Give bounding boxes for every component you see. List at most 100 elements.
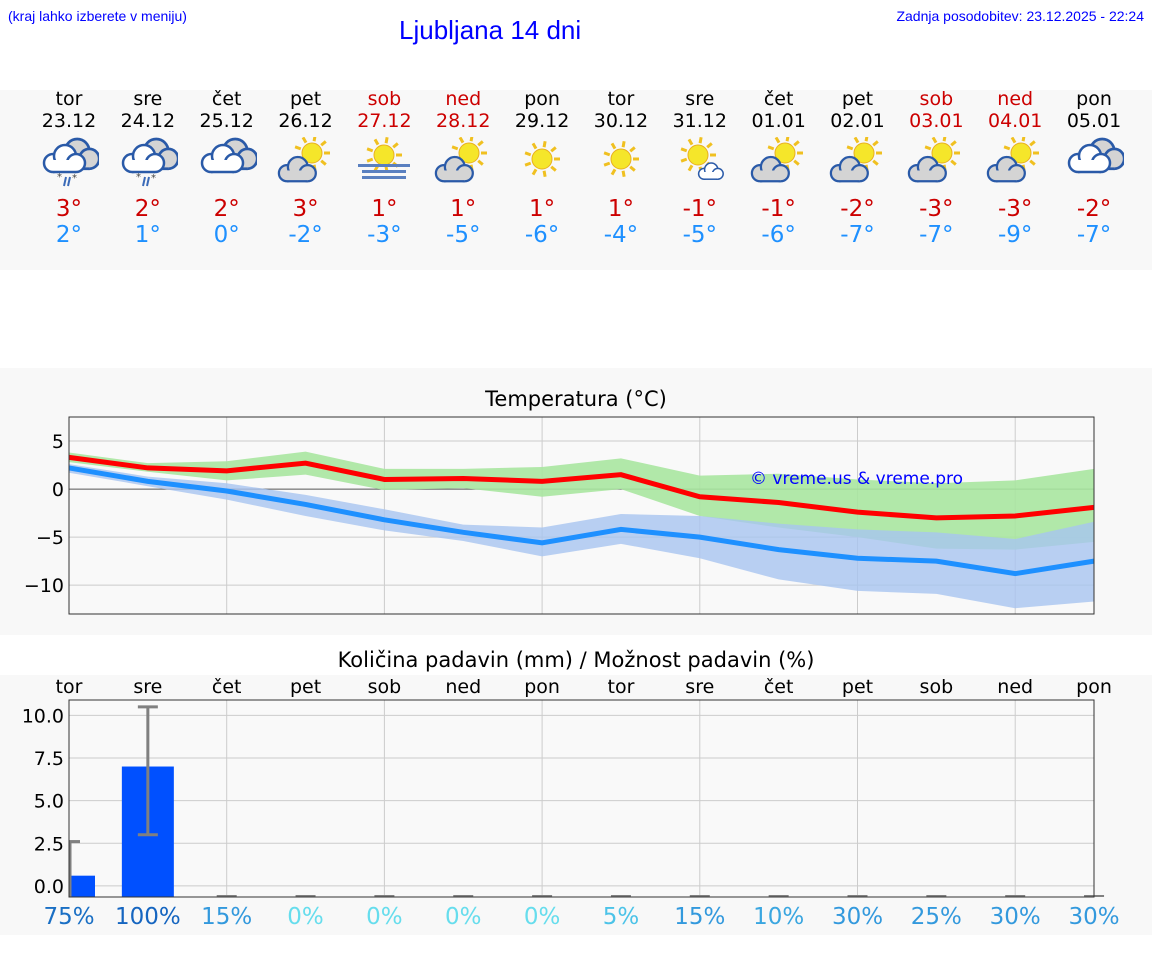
precipitation-title: Količina padavin (mm) / Možnost padavin … — [337, 648, 815, 672]
precip-chance: 0% — [287, 904, 324, 930]
max-temp: -2° — [840, 196, 875, 222]
y-tick-label: 5.0 — [34, 791, 64, 813]
day-name: ned — [997, 88, 1034, 110]
cloud-rain-snow-icon: * * — [108, 132, 188, 192]
category-label: sre — [685, 676, 714, 698]
precip-chance: 30% — [989, 904, 1041, 930]
day-name: tor — [55, 88, 83, 110]
cloudy-icon — [1054, 132, 1134, 192]
day-date: 31.12 — [672, 110, 727, 132]
category-label: tor — [56, 676, 83, 698]
min-temp: 2° — [55, 222, 83, 248]
category-label: čet — [764, 676, 794, 698]
min-temp: -6° — [524, 222, 560, 248]
day-date: 02.01 — [830, 110, 885, 132]
partly-sunny-icon — [975, 132, 1055, 192]
precip-chance: 100% — [114, 904, 181, 930]
forecast-strip — [0, 90, 1152, 270]
partly-sunny-icon — [266, 132, 346, 192]
y-tick-label: 7.5 — [34, 748, 64, 770]
category-label: čet — [212, 676, 242, 698]
y-tick-label: −5 — [36, 527, 64, 549]
day-name: pet — [841, 88, 874, 110]
svg-text:*: * — [136, 172, 141, 183]
min-temp: -7° — [1076, 222, 1112, 248]
precip-chance: 15% — [674, 904, 726, 930]
sun-icon — [502, 132, 582, 192]
day-name: tor — [607, 88, 635, 110]
precip-chance: 0% — [366, 904, 403, 930]
temperature-title: Temperatura (°C) — [485, 387, 667, 411]
day-column: pon 29.12 1° -6° — [502, 88, 582, 248]
max-temp: -1° — [761, 196, 796, 222]
precip-bar — [69, 875, 95, 897]
precip-chance: 10% — [753, 904, 805, 930]
category-label: sob — [368, 676, 402, 698]
max-temp: 3° — [55, 196, 83, 222]
cloud-rain-snow-icon: * * — [29, 132, 109, 192]
min-temp: 0° — [213, 222, 240, 248]
day-column: čet 01.01 -1° -6° — [739, 88, 819, 248]
day-column: sre 24.12 * * 2° 1° — [108, 88, 188, 248]
max-temp: 1° — [529, 196, 556, 222]
y-tick-label: 0 — [52, 479, 64, 501]
max-temp: -2° — [1076, 196, 1112, 222]
day-column: ned 28.12 1° -5° — [423, 88, 503, 248]
svg-text:*: * — [151, 173, 156, 184]
plot-border — [68, 416, 1095, 615]
day-name: čet — [211, 88, 242, 110]
category-label: sre — [133, 676, 162, 698]
day-date: 04.01 — [987, 110, 1043, 132]
partly-sunny-icon — [896, 132, 976, 192]
day-name: pon — [1076, 88, 1112, 110]
location-hint: (kraj lahko izberete v meniju) — [8, 8, 187, 24]
min-temp: -6° — [761, 222, 796, 248]
precip-chance: 30% — [1068, 904, 1120, 930]
max-temp-line — [68, 454, 1095, 521]
category-label: pet — [842, 676, 873, 698]
day-date: 24.12 — [120, 110, 176, 132]
day-name: sre — [133, 88, 163, 110]
sun-fog-icon — [344, 132, 424, 192]
plot-area — [69, 700, 1094, 897]
min-temp-line — [68, 465, 1095, 577]
min-temp: -7° — [840, 222, 875, 248]
y-tick-label: 0.0 — [34, 876, 64, 898]
partly-sunny-icon — [739, 132, 819, 192]
day-column: čet 25.12 2° 0° — [187, 88, 267, 248]
day-column: pet 26.12 3° -2° — [266, 88, 346, 248]
day-column: ned 04.01 -3° -9° — [975, 88, 1055, 248]
day-column: sob 03.01 -3° -7° — [896, 88, 976, 248]
precip-chance: 15% — [201, 904, 253, 930]
day-date: 25.12 — [199, 110, 254, 132]
precip-chance: 75% — [43, 904, 95, 930]
max-temp: 1° — [371, 196, 398, 222]
watermark: © vreme.us & vreme.pro — [750, 469, 963, 489]
sun-small-cloud-icon — [660, 132, 740, 192]
last-updated: Zadnja posodobitev: 23.12.2025 - 22:24 — [896, 8, 1144, 24]
max-temp: 3° — [292, 196, 319, 222]
day-column: sob 27.12 1° -3° — [344, 88, 424, 248]
min-temp: -2° — [288, 222, 323, 248]
day-column: tor 23.12 * * 3° 2° — [29, 88, 109, 248]
precip-chance: 0% — [523, 904, 561, 930]
day-name: sob — [919, 88, 954, 110]
partly-sunny-icon — [423, 132, 503, 192]
day-date: 28.12 — [436, 110, 491, 132]
day-column: sre 31.12 -1° -5° — [660, 88, 740, 248]
day-date: 29.12 — [514, 110, 570, 132]
day-date: 01.01 — [751, 110, 806, 132]
y-tick-label: 2.5 — [34, 833, 64, 855]
cloudy-icon — [187, 132, 267, 192]
day-name: pet — [289, 88, 322, 110]
partly-sunny-icon — [818, 132, 898, 192]
day-name: sre — [685, 88, 715, 110]
y-tick-label: 10.0 — [22, 705, 64, 727]
precip-chance: 5% — [602, 904, 640, 930]
day-name: pon — [524, 88, 560, 110]
max-temp: -3° — [919, 196, 954, 222]
category-label: tor — [608, 676, 635, 698]
day-date: 26.12 — [278, 110, 333, 132]
